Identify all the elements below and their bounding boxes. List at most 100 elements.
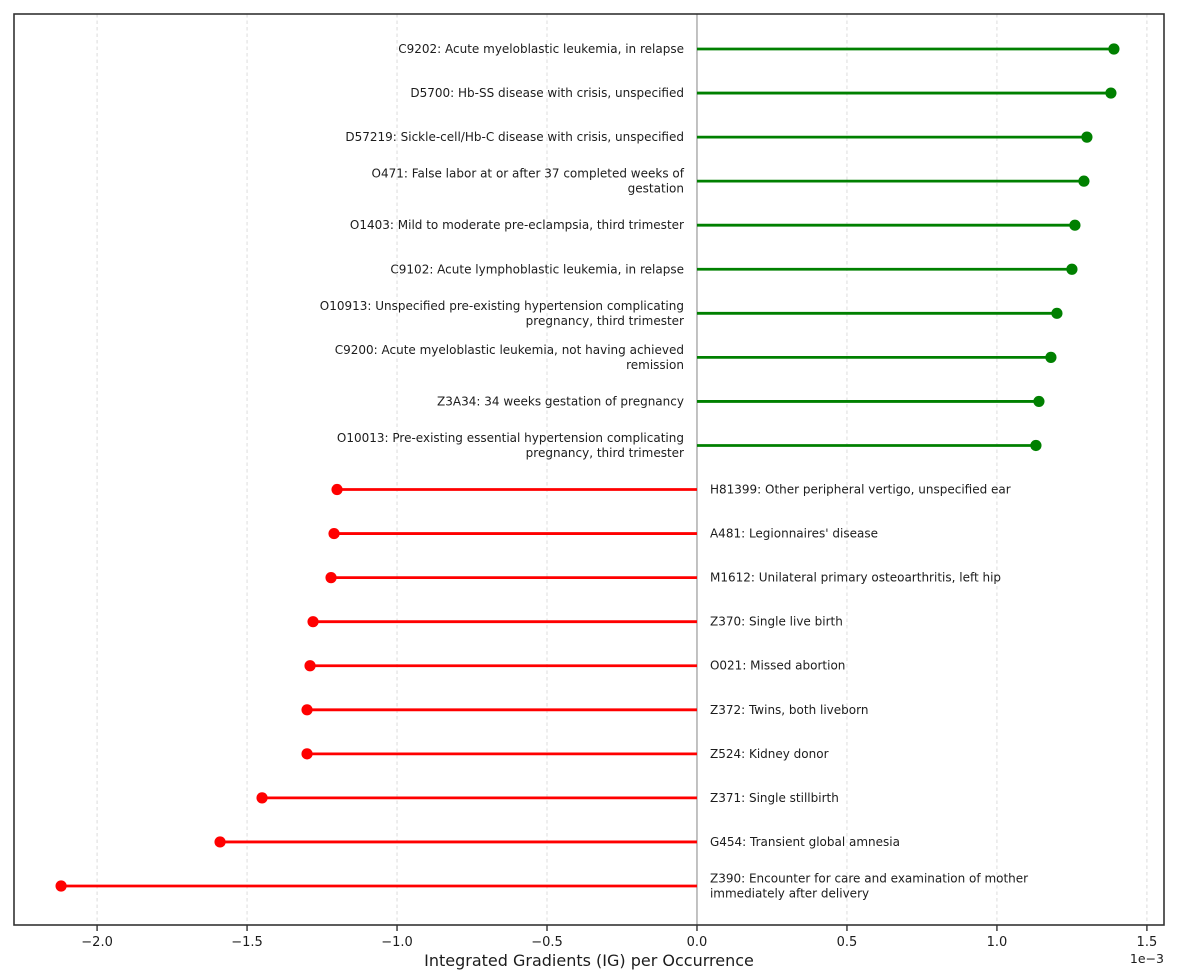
category-label-line: H81399: Other peripheral vertigo, unspec… — [710, 483, 1011, 497]
category-label: O021: Missed abortion — [710, 659, 845, 673]
value-dot — [307, 616, 319, 628]
category-label-line: C9102: Acute lymphoblastic leukemia, in … — [390, 262, 684, 276]
category-label: A481: Legionnaires' disease — [710, 527, 878, 541]
value-dot — [1081, 131, 1093, 143]
value-dot — [1108, 43, 1120, 55]
category-label: O471: False labor at or after 37 complet… — [372, 167, 685, 196]
x-tick-label: 1.0 — [987, 935, 1008, 950]
category-label-line: A481: Legionnaires' disease — [710, 527, 878, 541]
x-tick-label: −1.0 — [381, 935, 413, 950]
category-label-line: O1403: Mild to moderate pre-eclampsia, t… — [350, 218, 684, 232]
lollipop-item: G454: Transient global amnesia — [214, 835, 900, 849]
category-label: Z524: Kidney donor — [710, 747, 829, 761]
category-label: C9202: Acute myeloblastic leukemia, in r… — [398, 42, 684, 56]
category-label-line: gestation — [628, 182, 684, 196]
lollipop-item: M1612: Unilateral primary osteoarthritis… — [325, 571, 1001, 585]
value-dot — [1078, 175, 1090, 187]
value-dot — [301, 704, 313, 716]
category-label-line: Z372: Twins, both liveborn — [710, 703, 868, 717]
category-label: O10913: Unspecified pre-existing hyperte… — [320, 299, 684, 328]
x-axis-label: Integrated Gradients (IG) per Occurrence — [424, 951, 754, 970]
lollipop-item: A481: Legionnaires' disease — [328, 527, 878, 541]
series-layer: C9202: Acute myeloblastic leukemia, in r… — [55, 42, 1120, 901]
category-label: Z390: Encounter for care and examination… — [710, 872, 1028, 901]
x-tick-label: −1.5 — [231, 935, 263, 950]
value-dot — [328, 527, 340, 540]
category-label-line: immediately after delivery — [710, 887, 869, 901]
category-label: C9200: Acute myeloblastic leukemia, not … — [335, 343, 684, 372]
category-label-line: M1612: Unilateral primary osteoarthritis… — [710, 571, 1001, 585]
value-dot — [304, 660, 316, 672]
lollipop-item: D5700: Hb-SS disease with crisis, unspec… — [410, 86, 1117, 100]
category-label: D5700: Hb-SS disease with crisis, unspec… — [410, 86, 684, 100]
lollipop-item: D57219: Sickle-cell/Hb-C disease with cr… — [345, 130, 1093, 144]
axis-layer: −2.0 −1.5 −1.0 −0.5 0.0 0.5 1.0 1.5 — [13, 13, 1165, 950]
value-dot — [256, 792, 268, 804]
category-label-line: Z371: Single stillbirth — [710, 791, 839, 805]
category-label-line: O021: Missed abortion — [710, 659, 845, 673]
category-label-line: Z524: Kidney donor — [710, 747, 829, 761]
x-tick-label: 1.5 — [1137, 935, 1158, 950]
value-dot — [1069, 219, 1081, 231]
category-label: O1403: Mild to moderate pre-eclampsia, t… — [350, 218, 684, 232]
category-label: C9102: Acute lymphoblastic leukemia, in … — [390, 262, 684, 276]
value-dot — [55, 880, 67, 892]
lollipop-item: Z390: Encounter for care and examination… — [55, 872, 1028, 901]
category-label-line: G454: Transient global amnesia — [710, 835, 900, 849]
x-tick-label: 0.0 — [687, 935, 708, 950]
value-dot — [325, 572, 337, 584]
value-dot — [1045, 351, 1057, 363]
lollipop-item: O10913: Unspecified pre-existing hyperte… — [320, 299, 1063, 328]
category-label-line: O10013: Pre-existing essential hypertens… — [337, 431, 684, 445]
value-dot — [1030, 439, 1042, 452]
category-label: Z371: Single stillbirth — [710, 791, 839, 805]
lollipop-item: C9102: Acute lymphoblastic leukemia, in … — [390, 262, 1078, 276]
category-label-line: D5700: Hb-SS disease with crisis, unspec… — [410, 86, 684, 100]
grid-layer — [96, 14, 1148, 925]
lollipop-item: Z370: Single live birth — [307, 615, 843, 629]
value-dot — [1051, 307, 1063, 319]
category-label-line: C9200: Acute myeloblastic leukemia, not … — [335, 343, 684, 357]
category-label-line: Z390: Encounter for care and examination… — [710, 872, 1028, 886]
category-label: H81399: Other peripheral vertigo, unspec… — [710, 483, 1011, 497]
plot-border — [13, 13, 1165, 926]
category-label: Z370: Single live birth — [710, 615, 843, 629]
category-label-line: pregnancy, third trimester — [526, 446, 684, 460]
lollipop-item: H81399: Other peripheral vertigo, unspec… — [331, 483, 1011, 497]
category-label: Z3A34: 34 weeks gestation of pregnancy — [437, 394, 684, 408]
lollipop-item: Z524: Kidney donor — [301, 747, 829, 761]
value-dot — [214, 836, 226, 848]
lollipop-item: C9200: Acute myeloblastic leukemia, not … — [335, 343, 1057, 372]
lollipop-item: Z371: Single stillbirth — [256, 791, 839, 805]
lollipop-item: O1403: Mild to moderate pre-eclampsia, t… — [350, 218, 1081, 232]
category-label-line: O471: False labor at or after 37 complet… — [372, 167, 685, 181]
category-label-line: Z370: Single live birth — [710, 615, 843, 629]
category-label: O10013: Pre-existing essential hypertens… — [337, 431, 684, 460]
category-label: D57219: Sickle-cell/Hb-C disease with cr… — [345, 130, 684, 144]
category-label-line: D57219: Sickle-cell/Hb-C disease with cr… — [345, 130, 684, 144]
category-label-line: Z3A34: 34 weeks gestation of pregnancy — [437, 394, 684, 408]
axis-scale-offset-label: 1e−3 — [1130, 951, 1164, 966]
value-dot — [1066, 263, 1078, 275]
x-tick-label: −2.0 — [81, 935, 113, 950]
category-label-line: pregnancy, third trimester — [526, 314, 684, 328]
category-label: Z372: Twins, both liveborn — [710, 703, 868, 717]
category-label-line: C9202: Acute myeloblastic leukemia, in r… — [398, 42, 684, 56]
lollipop-item: O021: Missed abortion — [304, 659, 845, 673]
value-dot — [1033, 395, 1045, 408]
category-label: M1612: Unilateral primary osteoarthritis… — [710, 571, 1001, 585]
category-label: G454: Transient global amnesia — [710, 835, 900, 849]
category-label-line: O10913: Unspecified pre-existing hyperte… — [320, 299, 684, 313]
value-dot — [331, 483, 343, 496]
lollipop-item: O471: False labor at or after 37 complet… — [372, 167, 1090, 196]
lollipop-item: C9202: Acute myeloblastic leukemia, in r… — [398, 42, 1120, 56]
lollipop-item: Z3A34: 34 weeks gestation of pregnancy — [437, 394, 1045, 408]
x-tick-label: −0.5 — [531, 935, 563, 950]
x-tick-label: 0.5 — [837, 935, 858, 950]
value-dot — [301, 748, 313, 760]
value-dot — [1105, 87, 1117, 99]
lollipop-item: O10013: Pre-existing essential hypertens… — [337, 431, 1042, 460]
category-label-line: remission — [626, 358, 684, 372]
